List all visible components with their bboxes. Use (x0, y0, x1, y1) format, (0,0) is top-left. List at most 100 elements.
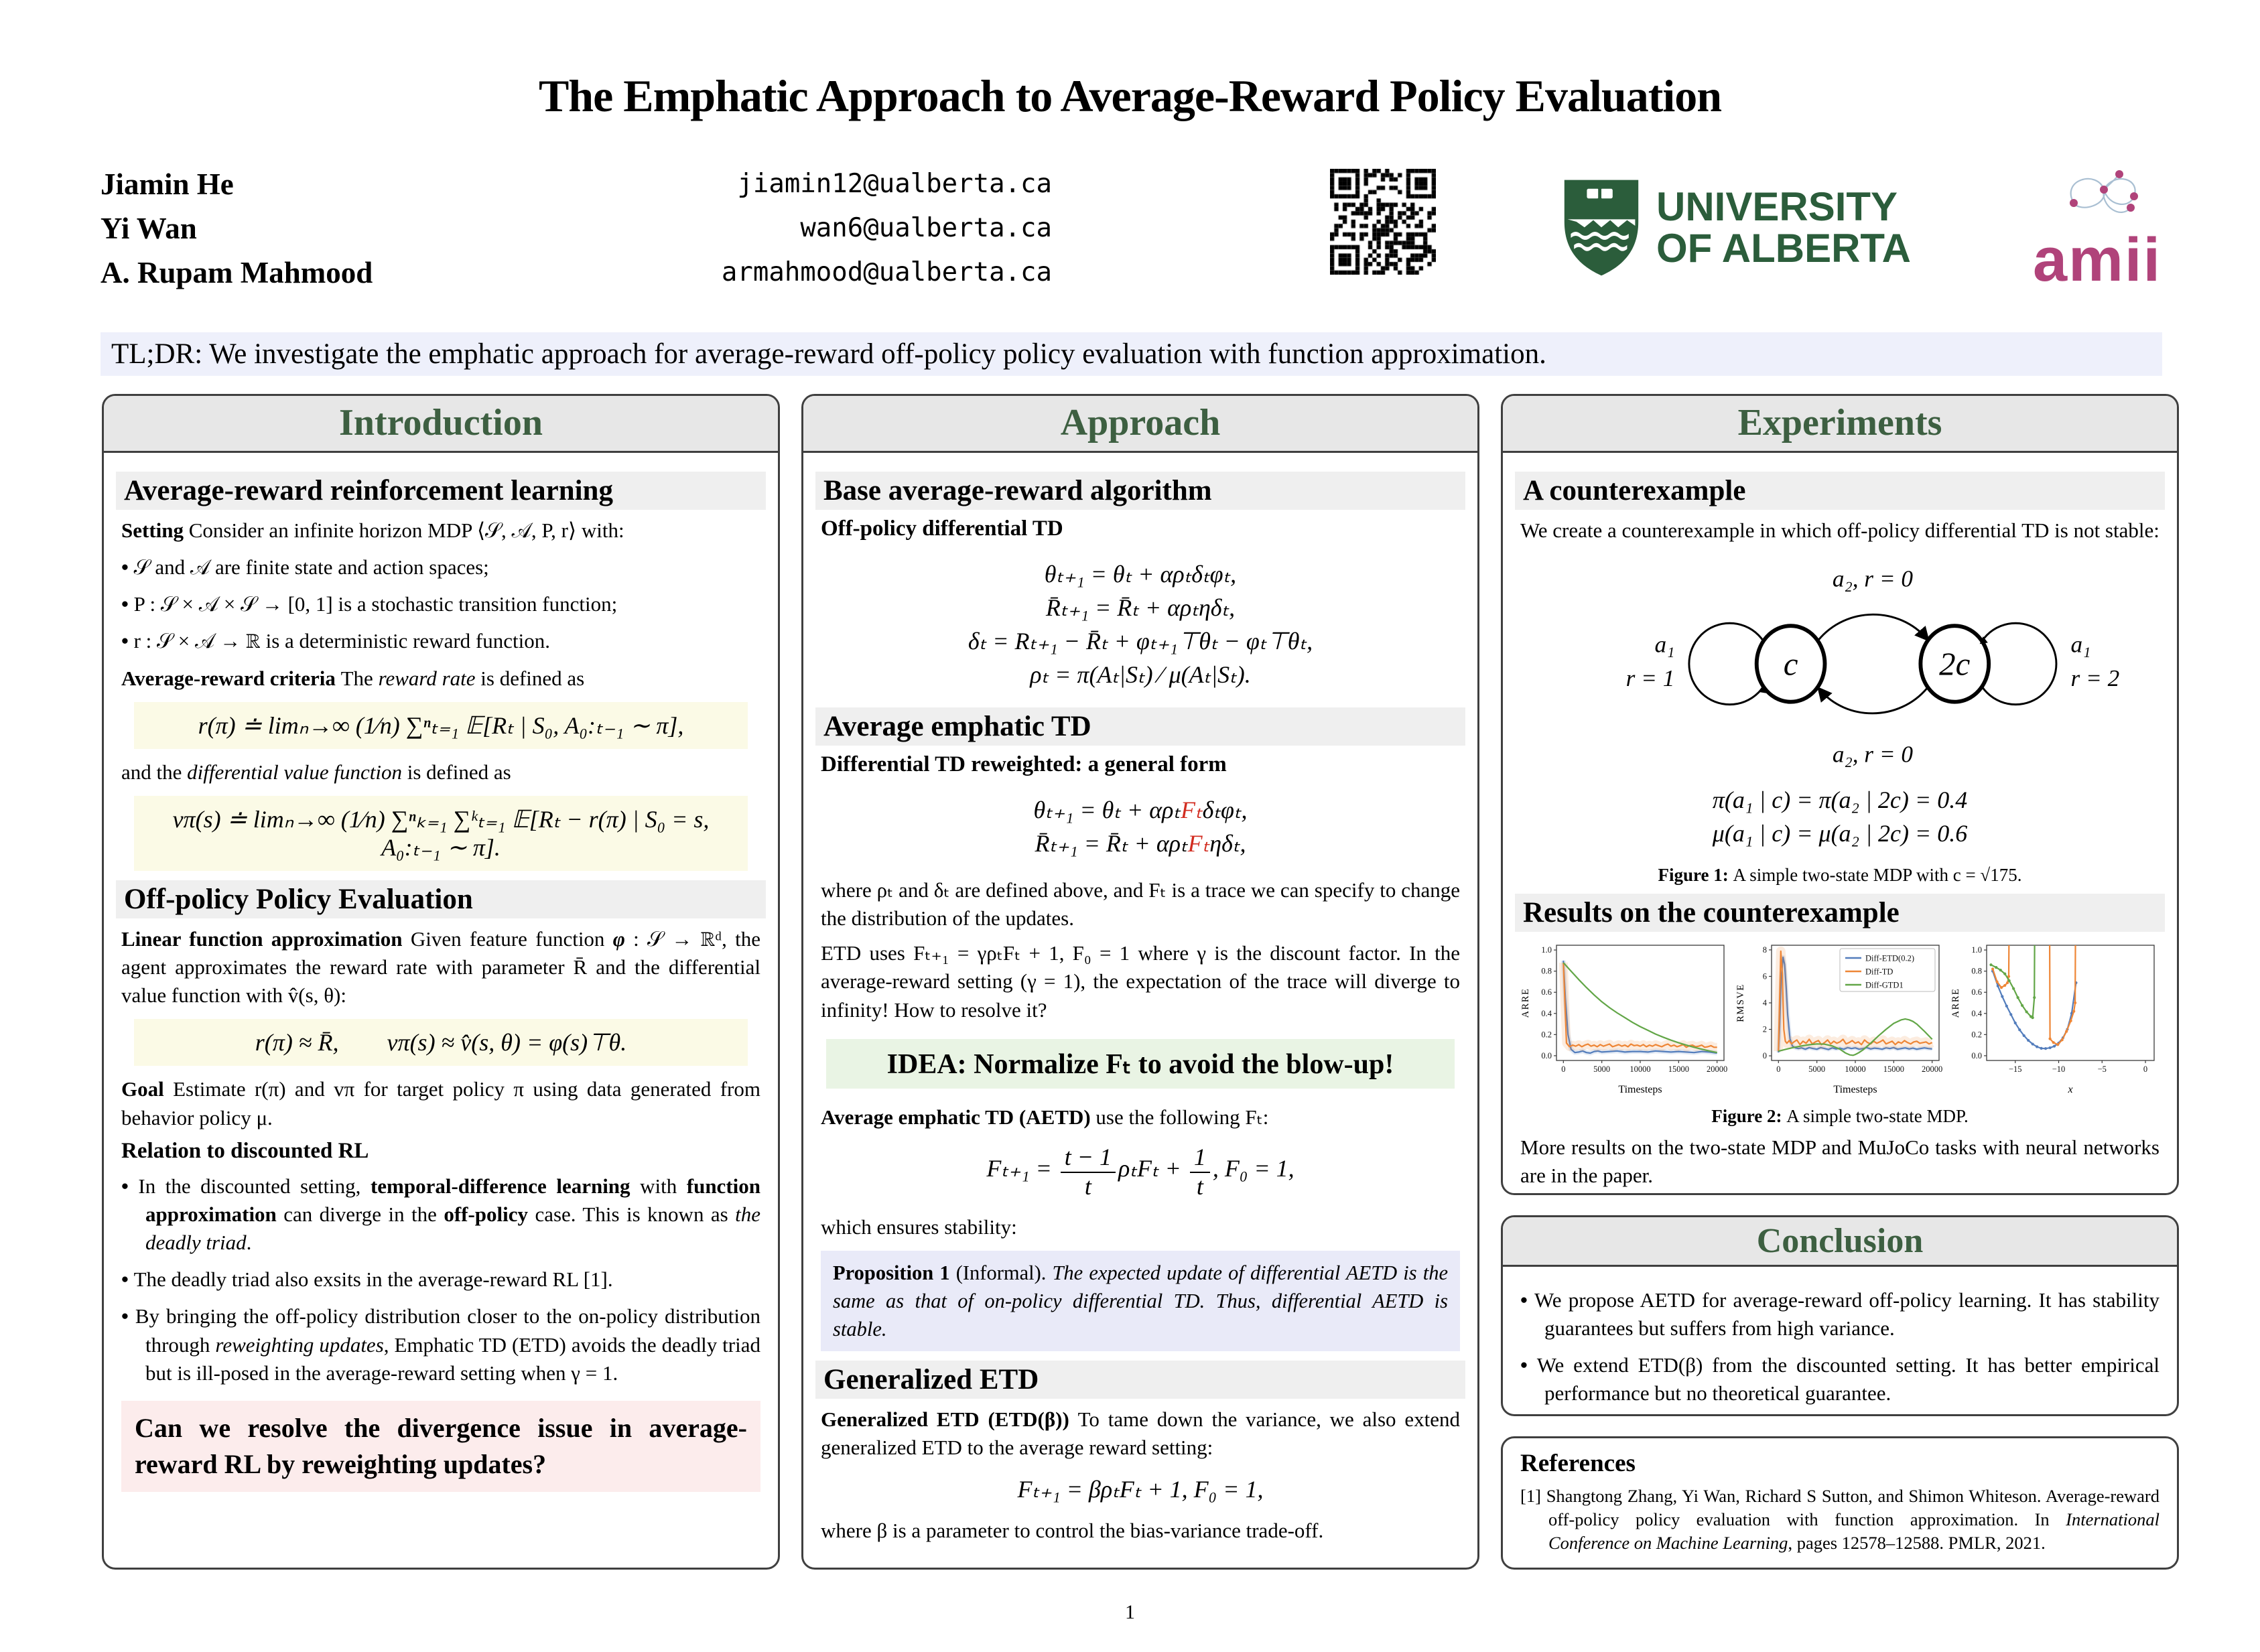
conclusion-box: Conclusion We propose AETD for average-r… (1501, 1215, 2179, 1416)
rmsve-timesteps-chart: 0 5000 10000 15000 20000 0 2 4 6 8 Timesteps RMSVE D… (1735, 945, 1942, 1095)
bullet-deadly-triad: In the discounted setting, temporal-diff… (121, 1172, 760, 1257)
experiments-body: A counterexample We create a counterexam… (1503, 453, 2177, 1193)
svg-text:5000: 5000 (1593, 1064, 1610, 1074)
svg-text:15000: 15000 (1883, 1064, 1904, 1074)
mdp-left-action: a₁ (1655, 631, 1675, 657)
research-question-box: Can we resolve the divergence issue in a… (121, 1400, 760, 1492)
uofa-shield-icon (1564, 180, 1639, 276)
setting-paragraph: Setting Consider an infinite horizon MDP… (121, 519, 624, 542)
svg-text:5000: 5000 (1808, 1064, 1825, 1074)
subsection-getd: Generalized ETD (815, 1360, 1465, 1399)
svg-text:Timesteps: Timesteps (1618, 1084, 1662, 1095)
svg-text:0.0: 0.0 (1541, 1051, 1552, 1060)
discounted-bullets: In the discounted setting, temporal-diff… (121, 1172, 760, 1387)
results-charts: 0 5000 10000 15000 20000 0.0 0.2 0.4 0.6 0.8 1.0 Ti… (1520, 939, 2159, 1098)
bullet-triad-avg: The deadly triad also exsits in the aver… (121, 1265, 760, 1294)
subsection-avg-reward-rl: Average-reward reinforcement learning (116, 472, 766, 510)
svg-text:1.0: 1.0 (1541, 945, 1552, 955)
etd-paragraph: ETD uses Fₜ₊₁ = γρₜFₜ + 1, F₀ = 1 where … (821, 941, 1460, 1022)
column-introduction: Introduction Average-reward reinforcemen… (102, 394, 780, 1570)
aetd-tail: , F₀ = 1, (1212, 1154, 1294, 1182)
mdp-bottom-label: a₂, r = 0 (1833, 742, 1914, 768)
getd-formula: Fₜ₊₁ = βρₜFₜ + 1, F₀ = 1, (1017, 1476, 1264, 1503)
amii-molecule-icon (2070, 170, 2138, 213)
svg-text:0: 0 (1776, 1064, 1780, 1074)
state-c (1754, 624, 1827, 704)
trace-paragraph: where ρₜ and δₜ are defined above, and F… (821, 878, 1460, 931)
column-experiments: Experiments A counterexample We create a… (1501, 394, 2179, 1570)
page-number: 1 (1125, 1601, 1135, 1623)
svg-text:20000: 20000 (1707, 1064, 1727, 1074)
svg-text:−5: −5 (2098, 1064, 2107, 1074)
subsection-base-algorithm: Base average-reward algorithm (815, 472, 1465, 510)
eq-rbar-update: R̄ₜ₊₁ = R̄ₜ + αρₜηδₜ, (1045, 594, 1236, 621)
bullet-etd: By bringing the off-policy distribution … (121, 1302, 760, 1387)
svg-text:10000: 10000 (1845, 1064, 1865, 1074)
svg-text:0: 0 (2143, 1064, 2147, 1074)
bullet-transition: P : 𝒮 × 𝒜 × 𝒮 → [0, 1] is a stochastic t… (121, 590, 760, 618)
vfunc-intro-paragraph: and the differential value function is d… (121, 760, 511, 784)
author-email: jiamin12@ualberta.ca (737, 169, 1052, 199)
svg-text:−10: −10 (2052, 1064, 2066, 1074)
figure2-caption: Figure 2: A simple two-state MDP. (1711, 1106, 1969, 1127)
svg-text:0.6: 0.6 (1541, 987, 1552, 997)
svg-text:1.0: 1.0 (1971, 945, 1982, 955)
qr-code (1330, 169, 1436, 275)
introduction-box: Introduction Average-reward reinforcemen… (102, 394, 780, 1570)
author-email: armahmood@ualberta.ca (721, 257, 1052, 287)
svg-text:15000: 15000 (1668, 1064, 1689, 1074)
uofa-wordmark-line2: OF ALBERTA (1656, 226, 1911, 271)
tldr-bar: TL;DR: We investigate the emphatic appro… (101, 332, 2162, 376)
eq-rbar-ft: R̄ₜ₊₁ = R̄ₜ + αρₜFₜηδₜ, (1035, 830, 1246, 857)
svg-text:Diff-GTD1: Diff-GTD1 (1865, 981, 1904, 990)
svg-text:RMSVE: RMSVE (1735, 983, 1746, 1022)
reference-item: [1] Shangtong Zhang, Yi Wan, Richard S S… (1520, 1486, 2159, 1553)
columns: Introduction Average-reward reinforcemen… (102, 394, 2179, 1570)
mdp-top-label: a₂, r = 0 (1833, 566, 1914, 592)
conclusion-header: Conclusion (1503, 1217, 2177, 1267)
svg-text:ARRE: ARRE (1520, 988, 1531, 1018)
svg-text:20000: 20000 (1922, 1064, 1942, 1074)
eq-theta-ft: θₜ₊₁ = θₜ + αρₜFₜδₜφₜ, (1033, 797, 1248, 823)
svg-text:4: 4 (1763, 998, 1768, 1008)
bullet-reward: r : 𝒮 × 𝒜 → ℝ is a deterministic reward … (121, 627, 760, 655)
svg-text:0: 0 (1561, 1064, 1565, 1074)
svg-text:10000: 10000 (1630, 1064, 1650, 1074)
svg-text:0.2: 0.2 (1541, 1030, 1552, 1039)
author-block: Jiamin He Yi Wan A. Rupam Mahmood jiamin… (101, 162, 1052, 295)
references-heading: References (1520, 1450, 1636, 1477)
svg-text:0.4: 0.4 (1971, 1009, 1982, 1018)
svg-text:Timesteps: Timesteps (1833, 1084, 1877, 1095)
idea-box: IDEA: Normalize Fₜ to avoid the blow-up! (826, 1038, 1455, 1089)
pi-equation: π(a₁ | c) = π(a₂ | 2c) = 0.4 (1712, 786, 1968, 814)
approach-box: Approach Base average-reward algorithm O… (801, 394, 1479, 1570)
counterexample-paragraph: We create a counterexample in which off-… (1520, 519, 2159, 542)
svg-text:Diff-TD: Diff-TD (1865, 967, 1893, 977)
offpolicy-dtd-heading: Off-policy differential TD (821, 517, 1063, 541)
policy-equations: π(a₁ | c) = π(a₂ | 2c) = 0.4 μ(a₁ | c) =… (1520, 776, 2159, 857)
conclusion-bullets: We propose AETD for average-reward off-p… (1520, 1286, 2159, 1408)
svg-text:6: 6 (1763, 972, 1767, 981)
eq-delta: δₜ = Rₜ₊₁ − R̄ₜ + φₜ₊₁⊤θₜ − φₜ⊤θₜ, (968, 628, 1313, 655)
svg-text:2: 2 (1763, 1025, 1767, 1034)
relation-heading: Relation to discounted RL (121, 1138, 369, 1163)
author-name: Yi Wan (101, 212, 197, 245)
subsection-ope: Off-policy Policy Evaluation (116, 880, 766, 918)
state-c-label: c (1784, 646, 1798, 683)
aetd-paragraph: Average emphatic TD (AETD) use the follo… (821, 1105, 1269, 1129)
svg-text:0.4: 0.4 (1541, 1009, 1552, 1018)
svg-text:ARRE: ARRE (1950, 988, 1961, 1018)
author-name: Jiamin He (101, 167, 234, 201)
arre-x-chart: −15 −10 −5 0 0.0 0.2 0.4 0.6 0.8 1.0 x ARRE (1950, 945, 2155, 1095)
reweighted-heading: Differential TD reweighted: a general fo… (821, 752, 1227, 776)
experiments-header: Experiments (1503, 396, 2177, 453)
column-approach: Approach Base average-reward algorithm O… (801, 394, 1479, 1570)
right-loop-arrowhead (1979, 636, 1988, 644)
subsection-counterexample: A counterexample (1515, 472, 2165, 510)
svg-text:0.0: 0.0 (1971, 1051, 1982, 1060)
references-body: References [1] Shangtong Zhang, Yi Wan, … (1503, 1438, 2177, 1564)
author-name: A. Rupam Mahmood (101, 256, 373, 289)
